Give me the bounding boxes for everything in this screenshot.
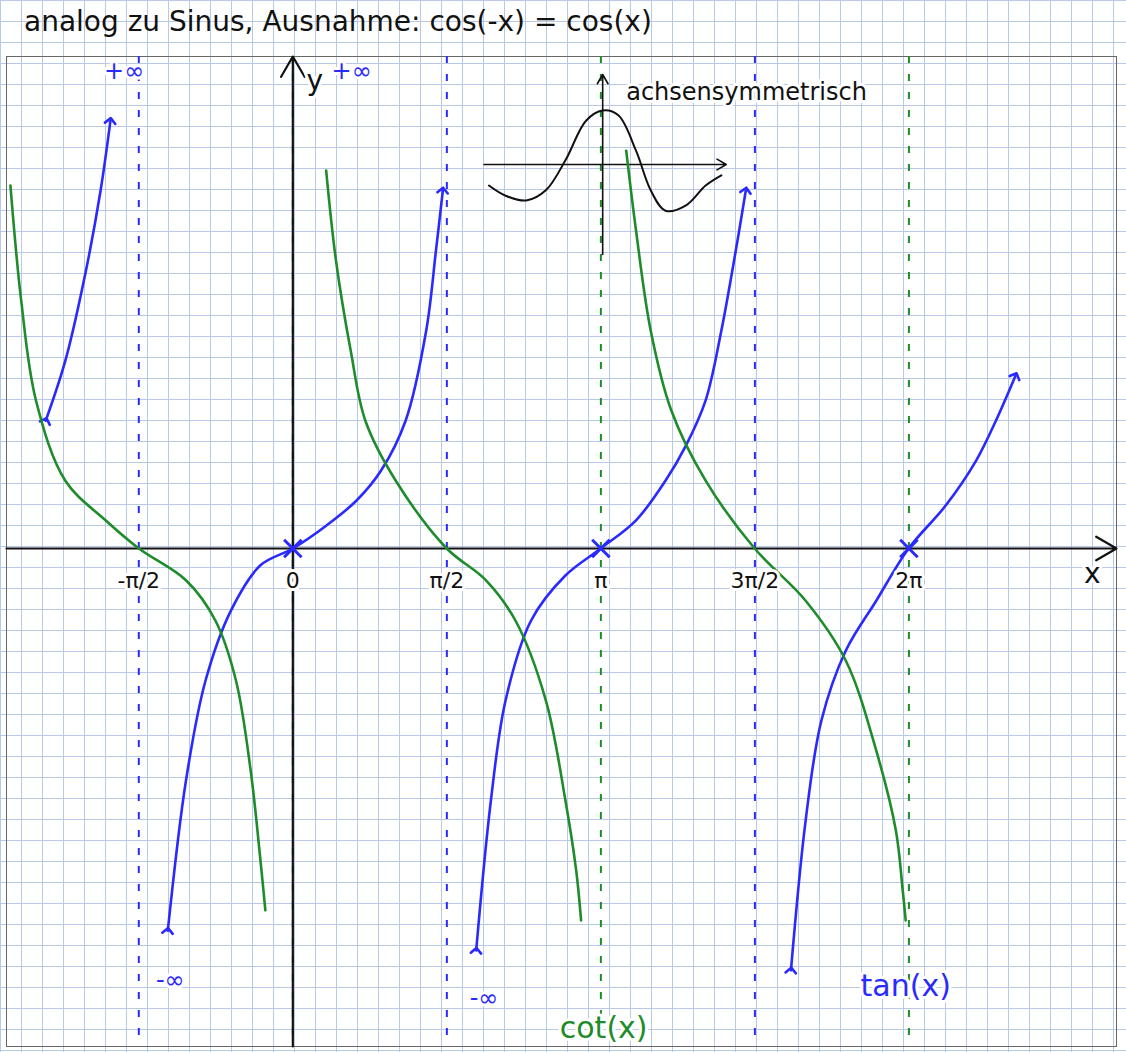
svg-text:π: π [594,568,607,593]
svg-text:0: 0 [286,568,300,593]
svg-text:3π/2: 3π/2 [731,568,780,593]
svg-text:-∞: -∞ [156,966,185,994]
svg-text:+∞: +∞ [104,57,144,85]
svg-text:cot(x): cot(x) [560,1010,648,1045]
svg-text:2π: 2π [895,568,922,593]
svg-text:2π: 2π [895,568,922,593]
svg-text:y: y [307,64,324,97]
svg-text:achsensymmetrisch: achsensymmetrisch [626,78,867,106]
svg-text:-π/2: -π/2 [118,568,161,593]
svg-text:cot(x): cot(x) [560,1010,648,1045]
svg-text:-∞: -∞ [470,984,499,1012]
svg-text:-∞: -∞ [470,984,499,1012]
svg-text:tan(x): tan(x) [861,968,951,1003]
svg-text:-π/2: -π/2 [118,568,161,593]
svg-text:π: π [594,568,607,593]
svg-text:+∞: +∞ [332,57,372,85]
svg-text:achsensymmetrisch: achsensymmetrisch [626,78,867,106]
svg-text:3π/2: 3π/2 [731,568,780,593]
svg-text:y: y [307,64,324,97]
svg-text:x: x [1084,557,1101,590]
svg-text:x: x [1084,557,1101,590]
svg-text:tan(x): tan(x) [861,968,951,1003]
svg-text:+∞: +∞ [332,57,372,85]
svg-text:+∞: +∞ [104,57,144,85]
svg-text:π/2: π/2 [430,568,465,593]
svg-text:π/2: π/2 [430,568,465,593]
html-text:analog zu Sinus, Ausnahme: cos: analog zu Sinus, Ausnahme: cos(-x) = cos… [24,5,652,38]
svg-text:0: 0 [286,568,300,593]
svg-text:-∞: -∞ [156,966,185,994]
